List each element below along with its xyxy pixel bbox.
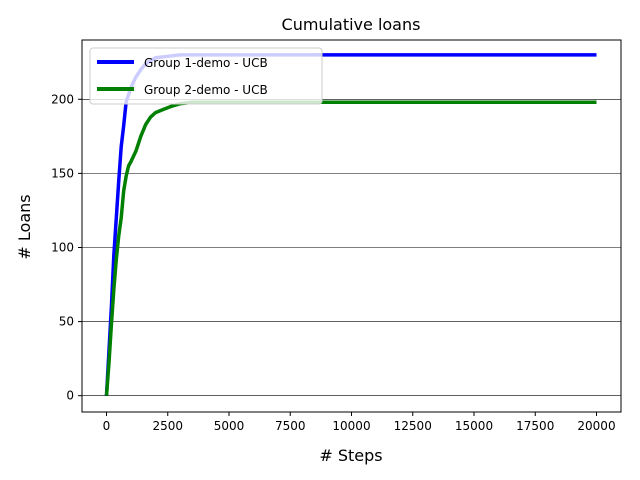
- x-tick-label: 20000: [577, 419, 615, 433]
- x-tick-label: 12500: [394, 419, 432, 433]
- x-tick-label: 5000: [214, 419, 245, 433]
- series-lines: [104, 53, 597, 396]
- x-axis-title: # Steps: [319, 446, 382, 465]
- x-tick-label: 0: [103, 419, 111, 433]
- legend-box: [89, 47, 323, 105]
- y-tick-label: 50: [59, 315, 74, 329]
- legend-label-group-2: Group 2-demo - UCB: [144, 83, 268, 97]
- legend-label-group-1: Group 1-demo - UCB: [144, 56, 268, 70]
- chart-title: Cumulative loans: [282, 15, 421, 34]
- series-line-group-2: [104, 100, 597, 396]
- y-tick-label: 200: [51, 92, 74, 106]
- x-tick-label: 2500: [152, 419, 183, 433]
- y-axis-title: # Loans: [15, 194, 34, 259]
- legend: Group 1-demo - UCB Group 2-demo - UCB: [89, 47, 323, 105]
- x-axis-ticks: 0 2500 5000 7500 10000 12500 15000 17500 20000: [103, 412, 616, 433]
- x-tick-label: 7500: [275, 419, 306, 433]
- x-tick-label: 15000: [455, 419, 493, 433]
- y-tick-label: 0: [66, 389, 74, 403]
- y-tick-label: 100: [51, 240, 74, 254]
- x-tick-label: 17500: [516, 419, 554, 433]
- grid-lines: [82, 98, 621, 396]
- y-tick-label: 150: [51, 166, 74, 180]
- x-tick-label: 10000: [332, 419, 370, 433]
- series-line-group-1: [104, 53, 597, 396]
- y-axis-ticks: 0 50 100 150 200: [51, 92, 82, 403]
